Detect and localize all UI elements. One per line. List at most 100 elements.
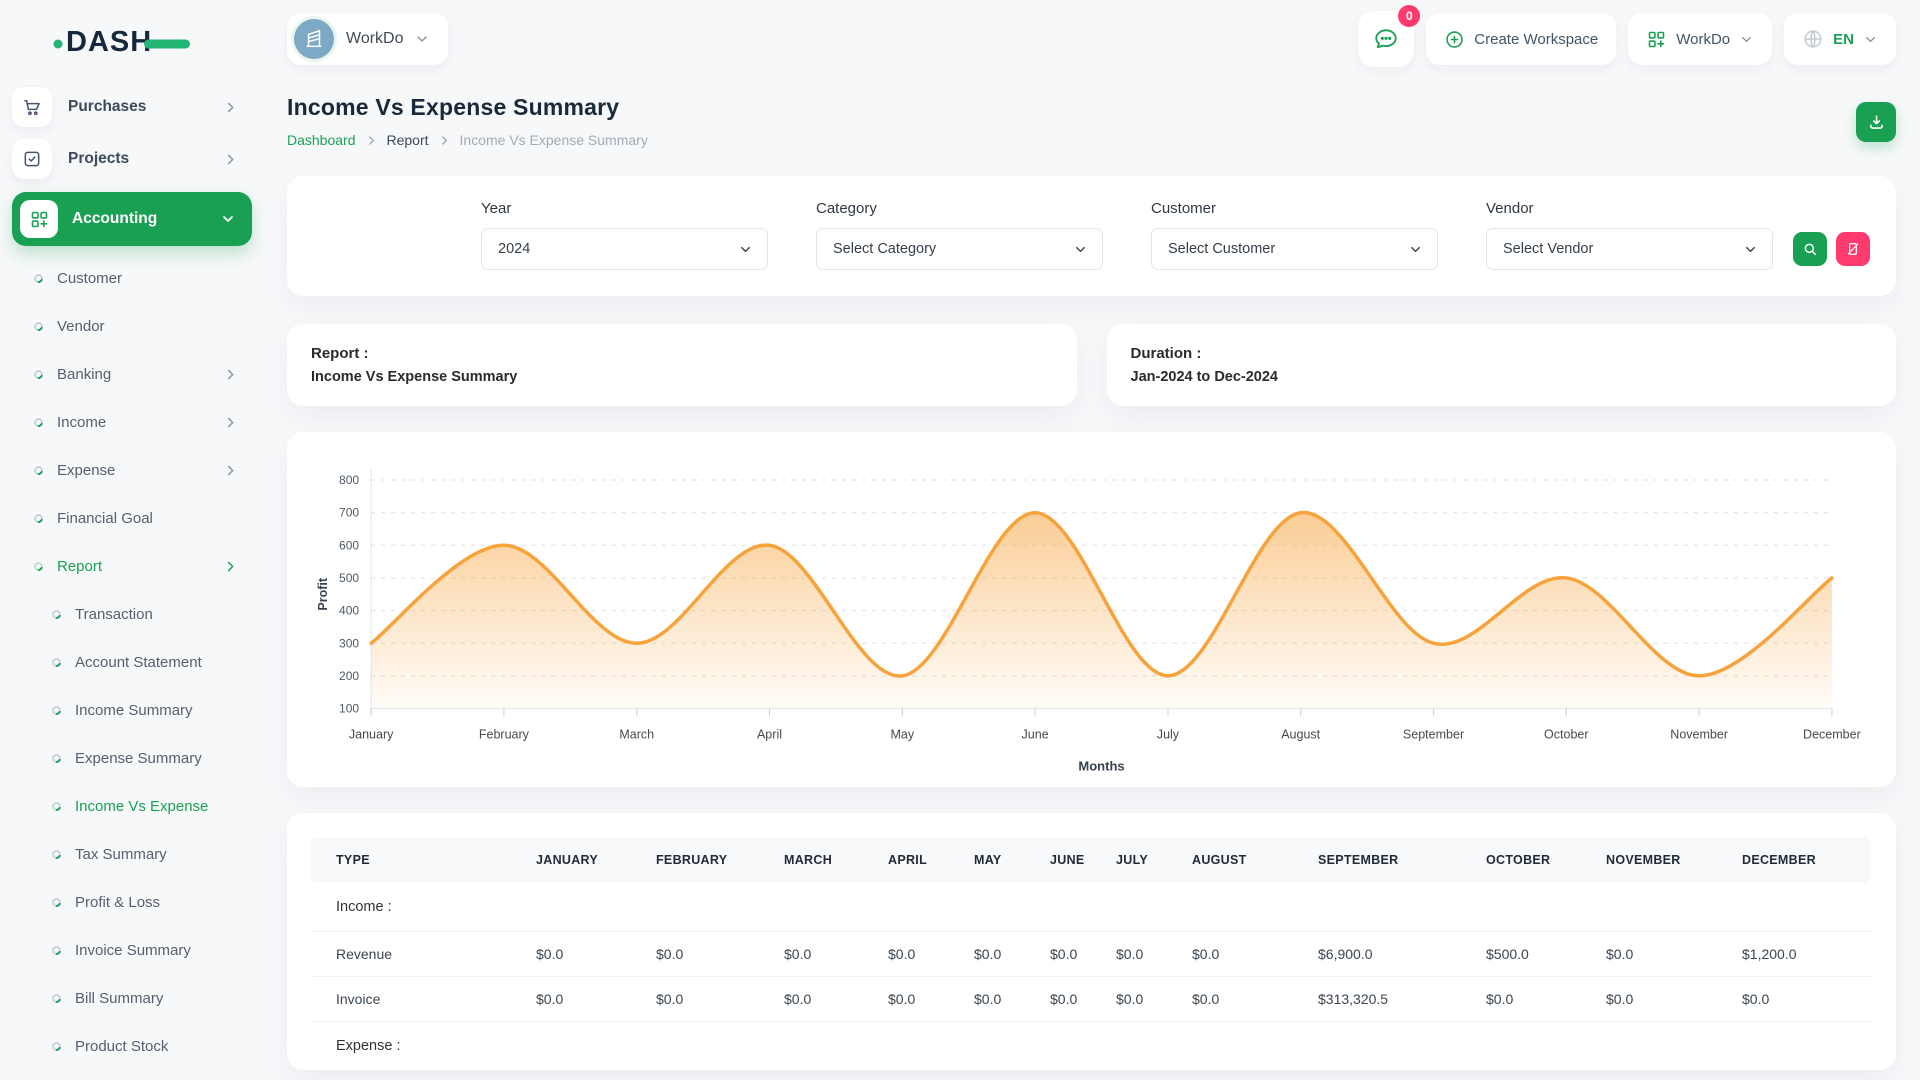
cell-value: $0.0 [1091, 976, 1167, 1021]
download-report-button[interactable] [1856, 102, 1896, 142]
filter-field-category: Category Select Category [816, 200, 1103, 270]
column-header-july: JULY [1091, 837, 1167, 883]
table-group-row-expense: Expense : [311, 1021, 1871, 1070]
filter-field-vendor: Vendor Select Vendor [1486, 200, 1773, 270]
chart-card: 100200300400500600700800JanuaryFebruaryM… [287, 432, 1896, 787]
sidebar-item-vendor[interactable]: Vendor [0, 302, 264, 350]
column-header-november: NOVEMBER [1581, 837, 1717, 883]
chevron-down-icon [738, 242, 753, 257]
row-label: Revenue [311, 931, 511, 976]
cell-value: $6,900.0 [1293, 931, 1461, 976]
sidebar-item-transaction[interactable]: Transaction [0, 590, 264, 638]
sidebar-item-cash-flow[interactable]: Cash Flow [0, 1070, 264, 1080]
column-header-october: OCTOBER [1461, 837, 1581, 883]
y-axis-tick-label: 100 [339, 701, 359, 715]
x-axis-tick-label: May [891, 728, 915, 742]
breadcrumb-report[interactable]: Report [387, 132, 429, 148]
cell-value: $0.0 [1091, 931, 1167, 976]
cell-value: $0.0 [1461, 976, 1581, 1021]
vendor-label: Vendor [1486, 200, 1773, 217]
sidebar-item-label: Account Statement [75, 654, 202, 671]
cell-value: $500.0 [1461, 931, 1581, 976]
breadcrumb: DashboardReportIncome Vs Expense Summary [287, 132, 648, 148]
sidebar-item-account-statement[interactable]: Account Statement [0, 638, 264, 686]
category-select[interactable]: Select Category [816, 228, 1103, 270]
sidebar-item-banking[interactable]: Banking [0, 350, 264, 398]
breadcrumb-separator-icon [438, 134, 451, 147]
chevron-right-icon [223, 152, 238, 167]
sidebar-item-report[interactable]: Report [0, 542, 264, 590]
apply-filter-button[interactable] [1793, 232, 1827, 266]
sidebar-item-accounting[interactable]: Accounting [12, 192, 252, 246]
sidebar-item-income-summary[interactable]: Income Summary [0, 686, 264, 734]
filter-fields: Year2024CategorySelect CategoryCustomerS… [481, 200, 1773, 270]
sidebar-item-expense[interactable]: Expense [0, 446, 264, 494]
grid-plus-icon [20, 200, 58, 238]
main-area: WorkDo 0 [264, 0, 1920, 1080]
sidebar-item-tax-summary[interactable]: Tax Summary [0, 830, 264, 878]
cell-value: $0.0 [1025, 931, 1091, 976]
column-header-march: MARCH [759, 837, 863, 883]
x-axis-tick-label: September [1403, 728, 1464, 742]
page-header: Income Vs Expense Summary Dashboard Repor… [287, 94, 1896, 148]
sidebar-item-invoice-summary[interactable]: Invoice Summary [0, 926, 264, 974]
chevron-right-icon [223, 100, 238, 115]
group-label: Income : [311, 883, 511, 932]
table-group-row-income: Income : [311, 883, 1871, 932]
report-card-label: Report : [311, 345, 1053, 362]
chevron-down-icon [414, 31, 430, 47]
app-switcher-button[interactable]: WorkDo [1628, 13, 1772, 65]
grid-plus-icon [1646, 29, 1667, 50]
donut-bullet-icon [50, 656, 63, 669]
donut-bullet-icon [50, 848, 63, 861]
chevron-down-icon [1073, 242, 1088, 257]
language-selector[interactable]: EN [1784, 13, 1896, 65]
x-axis-tick-label: June [1022, 728, 1049, 742]
sidebar-item-product-stock[interactable]: Product Stock [0, 1022, 264, 1070]
column-header-december: DECEMBER [1717, 837, 1871, 883]
create-workspace-button[interactable]: Create Workspace [1426, 13, 1616, 65]
customer-select[interactable]: Select Customer [1151, 228, 1438, 270]
sidebar-item-projects[interactable]: Projects [12, 134, 252, 184]
breadcrumb-dashboard[interactable]: Dashboard [287, 132, 356, 148]
sidebar-item-bill-summary[interactable]: Bill Summary [0, 974, 264, 1022]
sidebar-item-income-vs-expense[interactable]: Income Vs Expense [0, 782, 264, 830]
sidebar-item-expense-summary[interactable]: Expense Summary [0, 734, 264, 782]
dash-logo-icon: DASH [52, 20, 202, 56]
report-table: TYPEJANUARYFEBRUARYMARCHAPRILMAYJUNEJULY… [311, 837, 1871, 1070]
sidebar-item-profit-loss[interactable]: Profit & Loss [0, 878, 264, 926]
sidebar-item-label: Purchases [68, 98, 146, 116]
cell-value: $0.0 [759, 976, 863, 1021]
vendor-selected-value: Select Vendor [1503, 241, 1593, 257]
sidebar-item-income[interactable]: Income [0, 398, 264, 446]
messages-count-badge: 0 [1398, 5, 1420, 27]
x-axis-tick-label: July [1157, 728, 1180, 742]
messages-button[interactable]: 0 [1358, 11, 1414, 67]
search-icon [1802, 241, 1818, 257]
sidebar-item-label: Accounting [72, 210, 157, 228]
duration-card-label: Duration : [1131, 345, 1873, 362]
category-label: Category [816, 200, 1103, 217]
column-header-august: AUGUST [1167, 837, 1293, 883]
report-table-card: TYPEJANUARYFEBRUARYMARCHAPRILMAYJUNEJULY… [287, 813, 1896, 1070]
summary-cards: Report : Income Vs Expense Summary Durat… [287, 324, 1896, 406]
filter-actions [1793, 228, 1870, 270]
y-axis-tick-label: 200 [339, 669, 359, 683]
sidebar-item-purchases[interactable]: Purchases [12, 82, 252, 132]
sidebar-item-financial-goal[interactable]: Financial Goal [0, 494, 264, 542]
cell-value: $0.0 [1167, 931, 1293, 976]
reset-filter-button[interactable] [1836, 232, 1870, 266]
vendor-select[interactable]: Select Vendor [1486, 228, 1773, 270]
download-icon [1867, 113, 1886, 132]
workspace-name: WorkDo [346, 30, 404, 48]
workspace-selector[interactable]: WorkDo [287, 13, 448, 65]
year-label: Year [481, 200, 768, 217]
chevron-down-icon [1408, 242, 1423, 257]
sidebar-item-customer[interactable]: Customer [0, 254, 264, 302]
year-select[interactable]: 2024 [481, 228, 768, 270]
page-title: Income Vs Expense Summary [287, 94, 648, 121]
globe-icon [1802, 28, 1824, 50]
app-logo[interactable]: DASH [0, 14, 264, 70]
sidebar-item-label: Bill Summary [75, 990, 163, 1007]
sidebar-item-label: Product Stock [75, 1038, 168, 1055]
